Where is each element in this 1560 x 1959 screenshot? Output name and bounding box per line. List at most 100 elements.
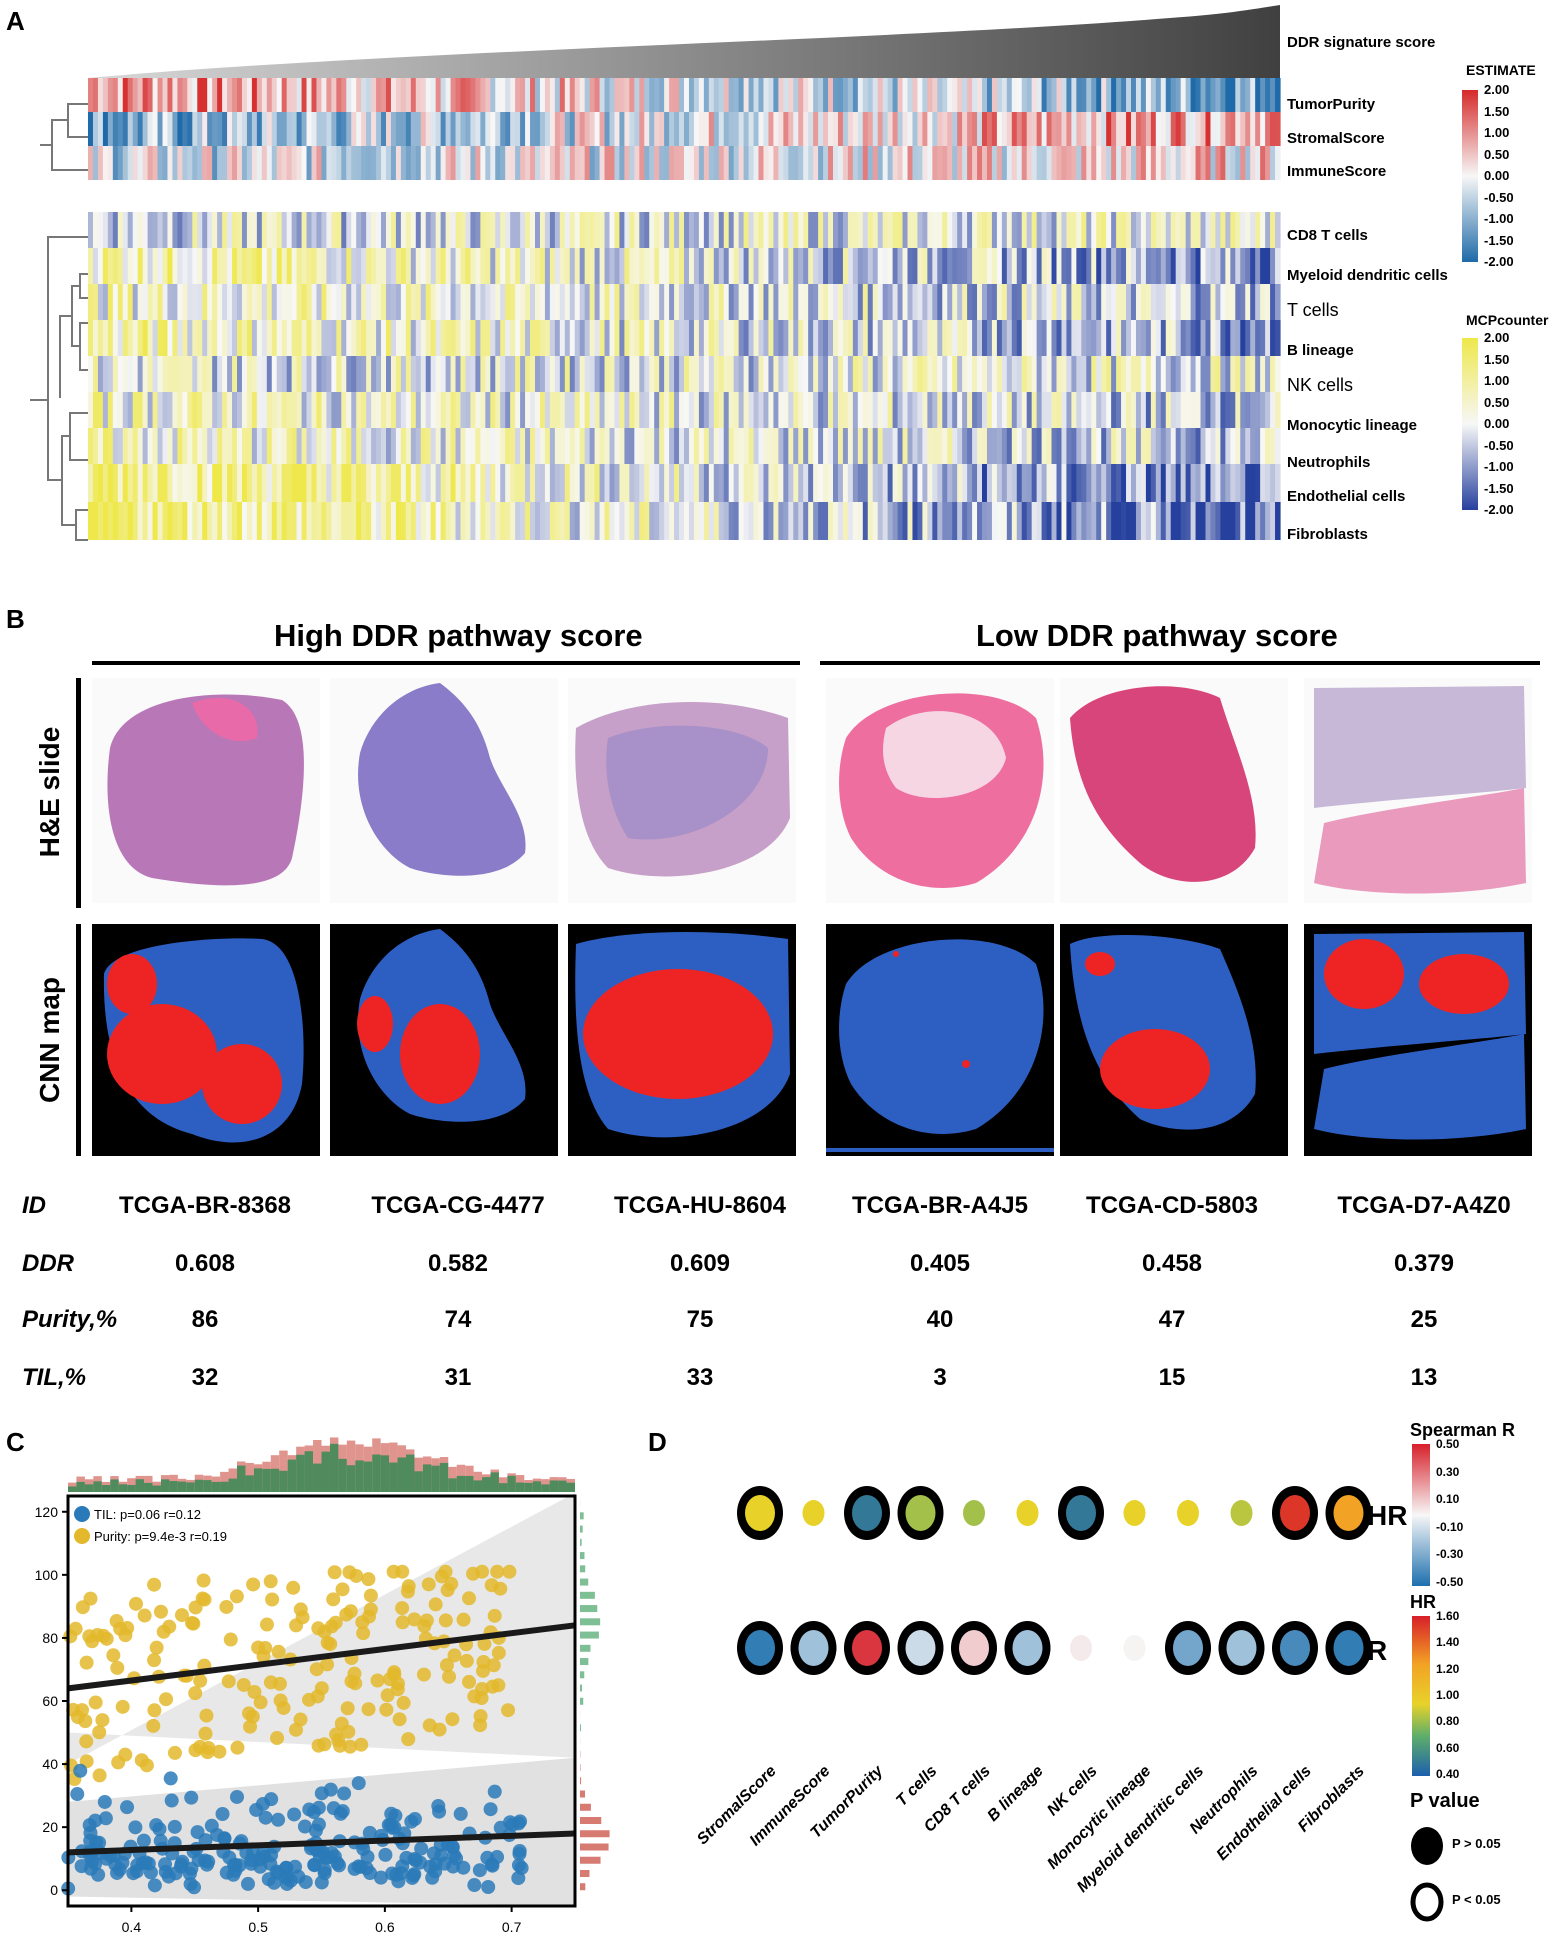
mcp-cell xyxy=(430,356,437,392)
mcp-cell xyxy=(1026,284,1033,320)
mcp-cell xyxy=(1155,212,1162,248)
mcp-cell xyxy=(1220,356,1226,392)
mcp-cell xyxy=(927,356,933,392)
cnn-map-6 xyxy=(1304,924,1532,1156)
mcp-cell xyxy=(261,392,268,428)
mcp-cell xyxy=(778,320,784,356)
mcp-cell xyxy=(758,284,765,320)
mcp-cell xyxy=(475,428,481,464)
mcp-cell xyxy=(266,502,273,540)
mcp-cell xyxy=(291,464,298,502)
mcp-cell xyxy=(684,502,690,540)
mcp-cell xyxy=(679,464,685,502)
mcp-cell xyxy=(251,248,258,284)
mcp-cell xyxy=(788,428,794,464)
mcp-cell xyxy=(1205,284,1212,320)
mcp-cell xyxy=(440,502,447,540)
estimate-cell xyxy=(654,146,660,180)
mcp-cell xyxy=(455,320,462,356)
mcp-cell xyxy=(584,356,591,392)
estimate-cell xyxy=(256,146,263,180)
mcp-cell xyxy=(296,392,303,428)
mcp-cell xyxy=(594,212,601,248)
estimate-cell xyxy=(649,112,655,146)
mcp-cell xyxy=(996,428,1003,464)
mcp-cell xyxy=(932,502,938,540)
mcp-cell xyxy=(1225,356,1231,392)
purity-point xyxy=(361,1702,376,1717)
mcp-cell xyxy=(535,320,541,356)
mcp-cell xyxy=(107,248,114,284)
mcp-cell xyxy=(986,284,993,320)
mcp-cell xyxy=(644,212,650,248)
mcp-cell xyxy=(177,428,183,464)
mcp-cell xyxy=(1165,428,1172,464)
til-point xyxy=(513,1814,528,1829)
mcp-cell xyxy=(763,212,770,248)
estimate-cell xyxy=(296,146,303,180)
estimate-cell xyxy=(982,78,988,112)
mcp-cell xyxy=(1081,212,1087,248)
mcp-cell xyxy=(1270,428,1276,464)
estimate-cell xyxy=(594,146,601,180)
estimate-cell xyxy=(450,78,457,112)
mcp-cell xyxy=(291,284,298,320)
estimate-cell xyxy=(892,112,899,146)
mcp-cell xyxy=(376,284,382,320)
estimate-cell xyxy=(589,146,596,180)
mcp-cell xyxy=(102,356,109,392)
mcp-cell xyxy=(515,284,521,320)
mcp-cell xyxy=(793,320,799,356)
estimate-cell xyxy=(991,112,998,146)
mcp-cell xyxy=(1205,464,1212,502)
mcp-cell xyxy=(718,248,725,284)
mcp-cell xyxy=(152,428,159,464)
mcp-cell xyxy=(122,356,129,392)
mcp-cell xyxy=(664,320,670,356)
mcp-cell xyxy=(738,212,745,248)
estimate-cell xyxy=(296,112,303,146)
mcp-cell xyxy=(967,356,973,392)
mcp-cell xyxy=(286,428,293,464)
mcp-cell xyxy=(1011,392,1018,428)
mcp-cell xyxy=(654,502,660,540)
top-hist-bar xyxy=(406,1454,415,1492)
estimate-cell xyxy=(381,112,387,146)
estimate-cell xyxy=(758,146,765,180)
mcp-cell xyxy=(549,428,556,464)
mcp-cell xyxy=(554,248,561,284)
mcp-cell xyxy=(465,428,472,464)
mcp-cell xyxy=(887,212,894,248)
mcp-cell xyxy=(455,428,462,464)
mcp-cell xyxy=(351,502,357,540)
estimate-cell xyxy=(306,112,313,146)
mcp-cell xyxy=(882,248,889,284)
top-hist-bar xyxy=(211,1481,221,1492)
mcp-cell xyxy=(937,248,943,284)
mcp-cell xyxy=(803,428,809,464)
mcp-cell xyxy=(977,392,983,428)
mcp-cell xyxy=(157,502,164,540)
mcp-cell xyxy=(569,212,576,248)
mcp-legend-tick: -1.00 xyxy=(1484,459,1514,474)
mcp-cell xyxy=(490,284,496,320)
mcp-cell xyxy=(589,320,596,356)
mcp-cell xyxy=(326,212,332,248)
mcp-cell xyxy=(614,284,621,320)
mcp-cell xyxy=(1155,464,1162,502)
top-hist-bar xyxy=(101,1485,111,1492)
mcp-cell xyxy=(1061,320,1068,356)
right-hist-bar xyxy=(580,1512,584,1520)
mcp-cell xyxy=(286,502,293,540)
mcp-cell xyxy=(117,320,124,356)
mcp-cell xyxy=(222,464,228,502)
mcp-cell xyxy=(788,320,794,356)
estimate-cell xyxy=(703,112,710,146)
mcp-cell xyxy=(604,248,611,284)
mcp-cell xyxy=(232,428,238,464)
estimate-cell xyxy=(137,112,144,146)
mcp-cell xyxy=(321,212,327,248)
mcp-cell xyxy=(137,212,144,248)
til-point xyxy=(138,1855,153,1870)
mcp-cell xyxy=(728,284,735,320)
